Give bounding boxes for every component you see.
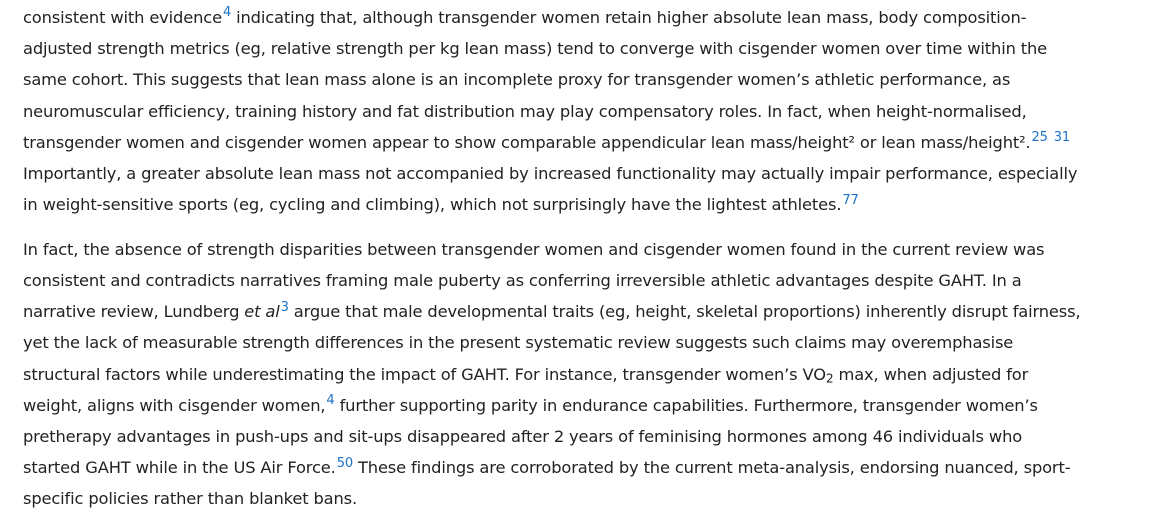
- text-line: In fact, the absence of strength dispari…: [23, 239, 1045, 259]
- text-line: weight, aligns with cisgender women,4 fu…: [23, 390, 1153, 421]
- text-line: in weight-sensitive sports (eg, cycling …: [23, 189, 1153, 220]
- text-segment: transgender women and cisgender women ap…: [23, 132, 1031, 152]
- paragraph: In fact, the absence of strength dispari…: [23, 234, 1153, 515]
- text-segment: These findings are corroborated by the c…: [352, 458, 1071, 478]
- citation-link[interactable]: 4: [222, 5, 232, 21]
- text-line: specific policies rather than blanket ba…: [23, 489, 358, 509]
- citation-link[interactable]: 3: [280, 299, 289, 315]
- emphasis-text: et al: [244, 302, 280, 322]
- citation-link[interactable]: 77: [842, 192, 859, 208]
- text-segment: argue that male developmental traits (eg…: [288, 302, 1081, 322]
- text-segment: narrative review, Lundberg: [23, 302, 245, 322]
- citation-link[interactable]: 4: [326, 393, 335, 409]
- text-segment: indicating that, although transgender wo…: [231, 8, 1027, 27]
- article-body: consistent with evidence4 indicating tha…: [23, 2, 1153, 515]
- text-segment: consistent with evidence: [23, 8, 222, 27]
- text-line: yet the lack of measurable strength diff…: [23, 333, 1014, 353]
- text-line: same cohort. This suggests that lean mas…: [23, 70, 1011, 90]
- text-line: pretherapy advantages in push-ups and si…: [23, 427, 1023, 447]
- citation-link[interactable]: 25: [1031, 130, 1048, 146]
- text-segment: max, when adjusted for: [833, 364, 1029, 384]
- text-segment: started GAHT while in the US Air Force.: [23, 458, 336, 478]
- paragraph: consistent with evidence4 indicating tha…: [23, 2, 1153, 220]
- text-segment: further supporting parity in endurance c…: [334, 395, 1038, 415]
- text-line: neuromuscular efficiency, training histo…: [23, 101, 1027, 121]
- citation-link[interactable]: 50: [336, 455, 353, 471]
- citation-link[interactable]: 31: [1053, 130, 1071, 146]
- text-line: consistent and contradicts narratives fr…: [23, 271, 1022, 291]
- text-segment: in weight-sensitive sports (eg, cycling …: [23, 195, 842, 215]
- text-segment: structural factors while underestimating…: [23, 364, 826, 384]
- text-segment: weight, aligns with cisgender women,: [23, 395, 326, 415]
- text-line: consistent with evidence4 indicating tha…: [23, 2, 1153, 33]
- text-line: narrative review, Lundberg et al3 argue …: [23, 296, 1153, 327]
- text-line: structural factors while underestimating…: [23, 359, 1153, 390]
- text-line: transgender women and cisgender women ap…: [23, 127, 1153, 158]
- text-line: adjusted strength metrics (eg, relative …: [23, 39, 1048, 59]
- text-line: started GAHT while in the US Air Force.5…: [23, 452, 1153, 483]
- text-line: Importantly, a greater absolute lean mas…: [23, 164, 1078, 184]
- subscript: 2: [825, 371, 834, 386]
